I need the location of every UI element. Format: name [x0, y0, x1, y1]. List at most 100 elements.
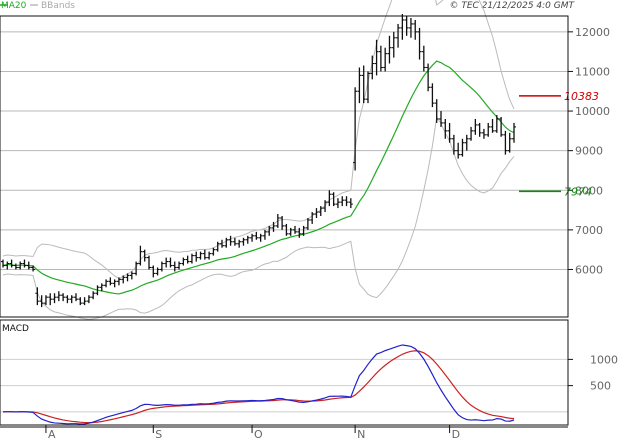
ohlc-bar: [194, 251, 199, 262]
ohlc-bar: [469, 126, 474, 141]
macd-tick-label: 1000: [590, 353, 618, 366]
ohlc-bar: [116, 277, 121, 286]
ohlc-bar: [280, 216, 285, 230]
ohlc-bar: [481, 128, 486, 139]
price-axis: 6000 7000 8000 9000 10000 11000 12000: [568, 26, 610, 276]
ohlc-bar: [314, 208, 319, 218]
ohlc-bar: [69, 295, 74, 304]
ohlc-bar: [189, 253, 194, 264]
ohlc-bar: [426, 63, 431, 92]
ohlc-bar: [262, 229, 267, 240]
ohlc-bar: [43, 295, 48, 306]
ohlc-bar: [82, 297, 87, 306]
ohlc-bar: [451, 134, 456, 155]
macd-panel-frame: [0, 319, 569, 426]
ohlc-bar: [348, 198, 353, 209]
ohlc-bar: [112, 279, 117, 288]
ohlc-bar: [86, 295, 91, 304]
price-tick-label: 12000: [575, 26, 610, 39]
ohlc-bar: [486, 122, 491, 137]
ohlc-bar: [400, 14, 405, 40]
ohlc-bar: [159, 261, 164, 272]
ohlc-bar: [275, 214, 280, 228]
macd-label: MACD: [2, 324, 29, 334]
ohlc-bar: [361, 65, 366, 104]
price-tick-label: 11000: [575, 65, 610, 78]
ohlc-bar: [1, 259, 5, 268]
ohlc-bar: [129, 271, 134, 280]
ohlc-bar: [151, 265, 156, 278]
level-label: 10383: [564, 90, 599, 103]
macd-line: [2, 344, 515, 425]
legend-ma20: MA20: [1, 1, 27, 11]
ohlc-bar: [305, 217, 310, 230]
ohlc-bar: [284, 223, 289, 236]
ohlc-bar: [297, 227, 302, 238]
macd-panel: 500 1000 MACD: [0, 319, 618, 426]
ohlc-bar: [228, 235, 233, 246]
ohlc-bar: [370, 55, 375, 80]
ohlc-bar: [310, 212, 315, 224]
macd-tick-label: 500: [590, 380, 611, 393]
ohlc-bar: [211, 247, 216, 256]
ohlc-bar: [177, 261, 182, 270]
ohlc-bar: [366, 71, 370, 104]
ohlc-bar: [61, 293, 66, 302]
ohlc-bar: [52, 293, 57, 304]
ohlc-bar: [215, 241, 220, 252]
ohlc-bar: [220, 239, 224, 248]
ohlc-bar: [147, 255, 151, 270]
price-tick-label: 9000: [575, 145, 603, 158]
ohlc-bar: [430, 83, 435, 108]
ohlc-bar: [443, 118, 448, 139]
ohlc-bar: [5, 261, 10, 270]
macd-axis: 500 1000: [568, 353, 618, 393]
month-label: S: [155, 428, 162, 440]
macd-grid: [0, 358, 568, 413]
price-tick-label: 10000: [575, 105, 610, 118]
ohlc-bar: [125, 273, 130, 282]
ohlc-bar: [26, 261, 31, 270]
ohlc-bar: [142, 249, 147, 262]
bbands-upper-line: [2, 0, 515, 280]
month-label: N: [357, 428, 365, 440]
ohlc-bar: [383, 47, 388, 72]
ohlc-bar: [293, 225, 297, 234]
price-tick-label: 7000: [575, 224, 603, 237]
ohlc-bar: [258, 233, 263, 242]
ohlc-bar: [460, 138, 465, 157]
ohlc-bar: [413, 19, 418, 40]
ohlc-bar: [232, 237, 237, 246]
price-tick-label: 6000: [575, 263, 603, 276]
ohlc-bar: [241, 237, 246, 246]
ohlc-bar: [99, 283, 104, 292]
ohlc-bar: [439, 111, 443, 127]
ohlc-bar: [340, 196, 345, 207]
ohlc-bars: [1, 14, 516, 308]
ohlc-bar: [13, 263, 18, 270]
ohlc-bar: [494, 115, 499, 133]
price-panel: 6000 7000 8000 9000 10000 11000 12000 10383 797…: [0, 0, 610, 320]
ohlc-bar: [48, 293, 53, 306]
ohlc-bar: [164, 257, 169, 268]
ohlc-bar: [301, 225, 306, 236]
ohlc-bar: [224, 237, 229, 248]
ma20-line: [2, 60, 515, 295]
ohlc-bar: [56, 291, 61, 302]
month-label: A: [48, 428, 56, 440]
ohlc-bar: [172, 261, 177, 272]
ohlc-bar: [9, 259, 14, 268]
ohlc-bar: [391, 31, 396, 58]
ohlc-bar: [421, 45, 426, 72]
ohlc-bar: [271, 221, 276, 232]
ohlc-bar: [267, 225, 272, 236]
month-label: D: [452, 428, 460, 440]
ohlc-bar: [185, 255, 190, 264]
ohlc-bar: [331, 192, 336, 207]
ohlc-bar: [121, 275, 126, 284]
ohlc-bar: [396, 23, 401, 48]
ohlc-bar: [245, 235, 250, 244]
ohlc-bar: [207, 251, 212, 260]
